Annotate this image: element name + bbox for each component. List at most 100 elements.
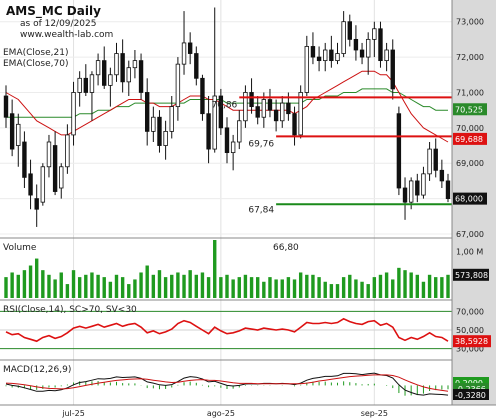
volume-bar — [409, 272, 413, 298]
volume-bar — [182, 274, 186, 298]
rsi-axis-tag: 38,5928 — [453, 335, 491, 348]
volume-bar — [108, 281, 113, 298]
candle — [138, 53, 144, 100]
volume-bar — [127, 284, 131, 298]
volume-bar — [96, 274, 100, 298]
volume-bar — [200, 272, 205, 298]
macd-line — [5, 372, 449, 396]
volume-bar — [84, 274, 88, 298]
x-tick-label: jul-25 — [61, 409, 85, 418]
volume-bar — [421, 281, 426, 298]
candle — [59, 163, 64, 199]
volume-bar — [311, 274, 315, 298]
volume-axis-tag: 573,808 — [453, 268, 489, 281]
chart-title: AMS_MC Daily — [6, 4, 101, 19]
legend-ema70: EMA(Close,70) — [3, 59, 68, 69]
candle — [255, 96, 260, 125]
candle — [200, 74, 205, 121]
rsi-title: RSI(Close,14), SC>70, SV<30 — [3, 305, 137, 315]
candle — [9, 99, 15, 157]
candle — [359, 42, 365, 65]
volume-bar — [403, 270, 407, 298]
candle — [34, 184, 39, 227]
x-tick-label: ago-25 — [207, 409, 235, 418]
candle — [384, 42, 389, 72]
ema-line — [5, 70, 449, 143]
volume-bar — [249, 277, 254, 298]
candle — [249, 78, 254, 114]
volume-bar — [415, 274, 420, 298]
ema-line — [6, 88, 448, 118]
volume-bar — [397, 267, 401, 298]
volume-bar — [225, 274, 229, 298]
svg-text:69,688: 69,688 — [455, 135, 483, 144]
rsi-pane — [0, 310, 452, 350]
candle — [316, 46, 322, 72]
candle — [267, 88, 273, 118]
candle — [396, 106, 402, 196]
volume-bar — [77, 277, 82, 298]
candle — [114, 42, 119, 82]
volume-bar — [335, 284, 340, 298]
volume-bar — [10, 272, 14, 298]
volume-bar — [206, 277, 211, 298]
volume-bar — [102, 277, 106, 298]
volume-bar — [157, 270, 162, 298]
candle — [52, 131, 58, 196]
candle — [365, 32, 371, 75]
candle — [439, 159, 445, 188]
candle — [224, 117, 230, 164]
candle — [335, 42, 340, 65]
candle — [157, 110, 162, 153]
candle — [187, 32, 193, 65]
volume-bar — [360, 281, 364, 298]
volume-bar — [237, 277, 241, 298]
chart-date: as of 12/09/2025 — [20, 19, 96, 29]
candle — [280, 96, 285, 128]
volume-bar — [219, 277, 223, 298]
volume-bar — [372, 277, 377, 298]
price-axis-tag: 70,525 — [453, 103, 487, 116]
volume-bar — [16, 274, 20, 298]
volume-bar — [145, 265, 149, 298]
candle — [218, 88, 224, 135]
candle — [445, 173, 451, 203]
volume-bar — [286, 277, 291, 298]
volume-bar — [255, 277, 260, 298]
candle — [132, 50, 138, 79]
price-tick-label: 67,000 — [456, 230, 484, 239]
volume-pane — [4, 240, 450, 298]
volume-bar — [47, 274, 51, 298]
x-tick-label: sep-25 — [361, 409, 388, 418]
volume-bar — [170, 274, 174, 298]
volume-bar — [323, 281, 327, 298]
volume-bar — [188, 270, 192, 298]
candle — [126, 60, 131, 96]
candle — [310, 32, 316, 65]
candle — [83, 64, 89, 96]
volume-bar — [34, 258, 39, 298]
candle — [16, 113, 21, 167]
volume-bar — [59, 272, 63, 298]
volume-bar — [22, 270, 27, 298]
volume-bar — [243, 274, 248, 298]
volume-bar — [28, 265, 33, 298]
candle — [46, 134, 52, 178]
rsi-tick-label: 70,000 — [456, 307, 484, 316]
candle — [347, 14, 352, 47]
candle — [3, 85, 9, 128]
legend-ema21: EMA(Close,21) — [3, 48, 68, 58]
volume-bar — [65, 284, 70, 298]
candle — [329, 35, 334, 68]
candle — [102, 46, 107, 89]
rsi-line — [5, 317, 449, 343]
volume-bar — [139, 272, 143, 298]
candle — [181, 11, 187, 75]
volume-bar — [384, 272, 389, 298]
volume-tick-label: 1,00 M — [456, 248, 483, 257]
volume-bar — [41, 270, 45, 298]
candle — [230, 134, 236, 171]
volume-bar — [440, 277, 444, 298]
candle — [89, 71, 95, 121]
